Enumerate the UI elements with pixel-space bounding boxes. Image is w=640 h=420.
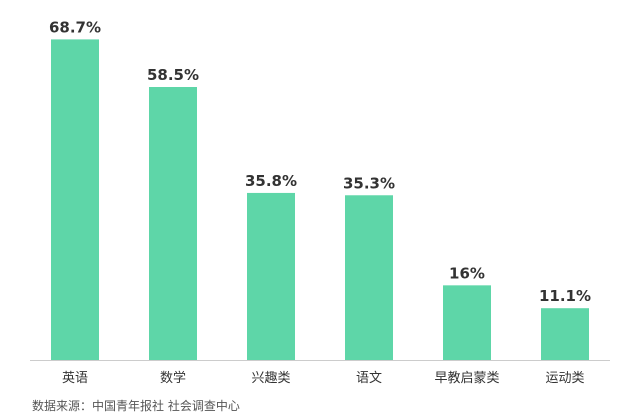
category-label-4: 语文 — [356, 371, 382, 386]
bar-value-label-3: 35.8% — [245, 172, 297, 190]
category-label-5: 早教启蒙类 — [434, 370, 499, 386]
bar-value-label-1: 68.7% — [49, 18, 101, 36]
category-label-2: 数学 — [160, 370, 186, 386]
bar-2 — [149, 87, 197, 360]
category-label-3: 兴趣类 — [251, 371, 290, 386]
bar-6 — [541, 308, 589, 360]
bar-value-label-2: 58.5% — [147, 66, 199, 84]
bar-3 — [247, 192, 295, 360]
bar-4 — [345, 195, 393, 360]
bar-value-label-4: 35.3% — [343, 174, 395, 192]
bar-1 — [51, 39, 99, 361]
category-label-1: 英语 — [62, 371, 88, 386]
bar-5 — [443, 285, 491, 360]
bar-value-label-5: 16% — [449, 264, 485, 282]
source-note: 数据来源：中国青年报社 社会调查中心 — [32, 399, 240, 413]
bar-value-label-6: 11.1% — [539, 287, 591, 305]
category-label-6: 运动类 — [545, 371, 584, 386]
